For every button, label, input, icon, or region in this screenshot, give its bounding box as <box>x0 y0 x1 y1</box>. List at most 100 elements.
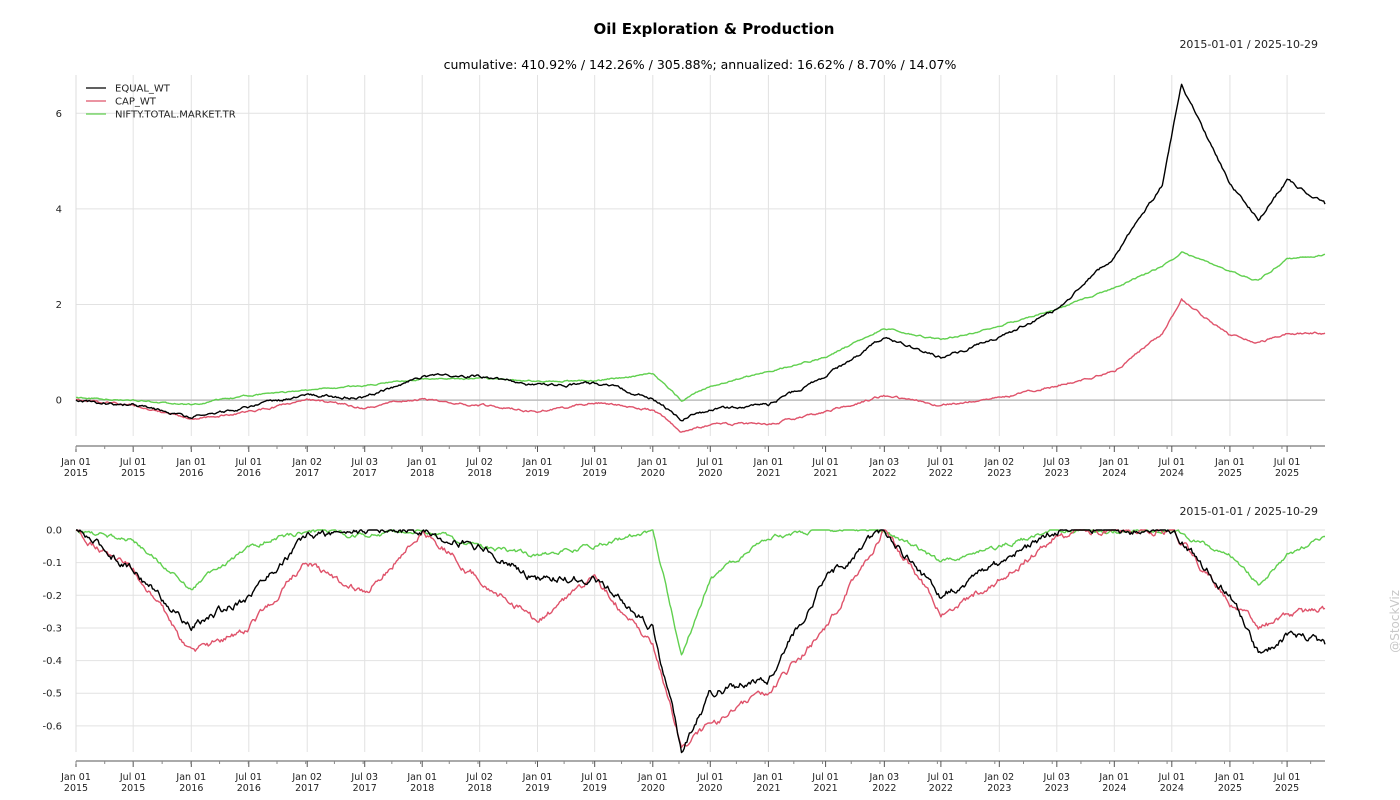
x-tick-label: 2022 <box>872 783 896 794</box>
x-tick-label: 2020 <box>641 783 665 794</box>
bottom-date-range: 2015-01-01 / 2025-10-29 <box>1179 505 1318 518</box>
x-tick-label: Jul 01 <box>234 772 262 783</box>
x-tick-label: Jan 01 <box>522 772 553 783</box>
x-tick-label: Jul 01 <box>1158 457 1186 468</box>
x-tick-label: Jul 01 <box>696 772 724 783</box>
x-tick-label: 2021 <box>813 783 837 794</box>
x-tick-label: 2025 <box>1275 468 1299 479</box>
x-tick-label: 2022 <box>929 783 953 794</box>
x-tick-label: Jan 02 <box>291 457 322 468</box>
x-tick-label: 2015 <box>64 783 88 794</box>
x-tick-label: 2023 <box>1045 783 1069 794</box>
y-tick-label: -0.1 <box>42 558 62 569</box>
x-tick-label: 2022 <box>929 468 953 479</box>
legend-label: EQUAL_WT <box>115 84 171 95</box>
x-tick-label: 2023 <box>1045 468 1069 479</box>
series-line-nifty-total-market-tr <box>75 529 1325 656</box>
x-tick-label: 2018 <box>468 468 492 479</box>
x-tick-label: Jan 01 <box>1214 457 1245 468</box>
y-tick-label: 2 <box>56 300 62 311</box>
x-tick-label: Jan 01 <box>1098 772 1129 783</box>
series-line-equal-wt <box>75 83 1326 422</box>
x-tick-label: Jan 01 <box>175 457 206 468</box>
x-tick-label: Jan 03 <box>868 457 899 468</box>
x-tick-label: 2016 <box>179 468 203 479</box>
x-tick-label: Jul 01 <box>580 772 608 783</box>
y-tick-label: -0.4 <box>42 656 62 667</box>
x-tick-label: 2016 <box>237 783 261 794</box>
x-tick-label: 2020 <box>641 468 665 479</box>
chart-subtitle: cumulative: 410.92% / 142.26% / 305.88%;… <box>443 57 957 72</box>
x-tick-label: Jul 01 <box>1273 772 1301 783</box>
series-line-equal-wt <box>76 529 1326 754</box>
x-tick-label: 2025 <box>1218 783 1242 794</box>
y-tick-label: 0 <box>56 396 62 407</box>
x-tick-label: 2019 <box>583 468 607 479</box>
x-tick-label: 2019 <box>525 783 549 794</box>
x-tick-label: 2015 <box>121 468 145 479</box>
x-tick-label: 2024 <box>1160 783 1184 794</box>
x-tick-label: 2021 <box>813 468 837 479</box>
x-tick-label: 2019 <box>525 468 549 479</box>
x-tick-label: 2021 <box>756 783 780 794</box>
legend-label: CAP_WT <box>115 97 157 108</box>
x-tick-label: Jul 01 <box>927 772 955 783</box>
x-tick-label: 2024 <box>1102 783 1126 794</box>
series-line-cap-wt <box>75 298 1326 433</box>
x-tick-label: Jul 01 <box>811 772 839 783</box>
x-tick-label: 2023 <box>987 783 1011 794</box>
x-tick-label: 2015 <box>121 783 145 794</box>
y-tick-label: -0.2 <box>42 591 62 602</box>
y-tick-label: 0.0 <box>46 526 62 537</box>
x-tick-label: 2025 <box>1218 468 1242 479</box>
x-tick-label: 2015 <box>64 468 88 479</box>
x-tick-label: Jan 01 <box>406 772 437 783</box>
x-tick-label: Jul 01 <box>580 457 608 468</box>
x-tick-label: 2017 <box>353 468 377 479</box>
x-tick-label: 2020 <box>698 468 722 479</box>
x-tick-label: Jul 01 <box>234 457 262 468</box>
x-tick-label: Jul 03 <box>1043 457 1071 468</box>
x-tick-label: 2020 <box>698 783 722 794</box>
x-tick-label: Jan 01 <box>637 772 668 783</box>
x-tick-label: Jul 01 <box>1273 457 1301 468</box>
x-tick-label: Jul 01 <box>119 457 147 468</box>
x-tick-label: 2017 <box>295 468 319 479</box>
x-tick-label: Jan 01 <box>753 772 784 783</box>
x-tick-label: 2023 <box>987 468 1011 479</box>
x-tick-label: Jan 01 <box>637 457 668 468</box>
x-tick-label: 2024 <box>1102 468 1126 479</box>
x-tick-label: 2022 <box>872 468 896 479</box>
x-tick-label: Jul 01 <box>696 457 724 468</box>
x-tick-label: 2018 <box>468 783 492 794</box>
x-tick-label: Jan 03 <box>868 772 899 783</box>
x-tick-label: Jul 02 <box>465 772 493 783</box>
y-tick-label: -0.6 <box>42 721 62 732</box>
y-tick-label: 6 <box>56 109 62 120</box>
x-tick-label: Jan 01 <box>1098 457 1129 468</box>
x-tick-label: 2016 <box>179 783 203 794</box>
x-tick-label: Jan 01 <box>522 457 553 468</box>
top-date-range: 2015-01-01 / 2025-10-29 <box>1179 38 1318 51</box>
x-tick-label: Jul 03 <box>350 457 378 468</box>
x-tick-label: Jan 01 <box>175 772 206 783</box>
x-tick-label: Jan 01 <box>1214 772 1245 783</box>
x-tick-label: Jan 01 <box>753 457 784 468</box>
legend-label: NIFTY.TOTAL.MARKET.TR <box>115 110 236 121</box>
chart-title: Oil Exploration & Production <box>593 20 835 38</box>
x-tick-label: 2018 <box>410 783 434 794</box>
x-tick-label: Jul 01 <box>927 457 955 468</box>
x-tick-label: Jul 01 <box>119 772 147 783</box>
x-tick-label: Jan 02 <box>983 457 1014 468</box>
x-tick-label: 2018 <box>410 468 434 479</box>
x-tick-label: 2016 <box>237 468 261 479</box>
x-tick-label: Jan 01 <box>406 457 437 468</box>
x-tick-label: 2021 <box>756 468 780 479</box>
x-tick-label: Jul 01 <box>1158 772 1186 783</box>
x-tick-label: Jul 01 <box>811 457 839 468</box>
x-tick-label: Jan 01 <box>60 772 91 783</box>
